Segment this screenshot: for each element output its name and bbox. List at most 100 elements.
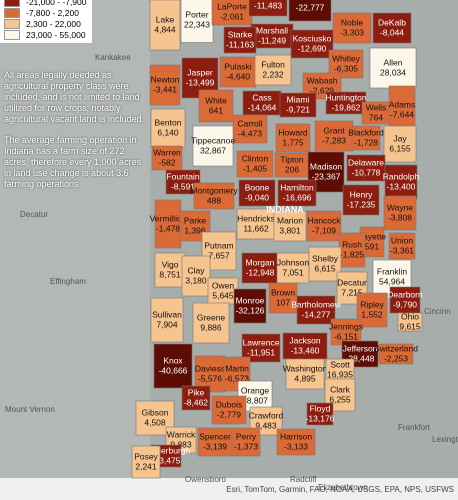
legend-item: 2,300 - 22,000 [4, 18, 86, 29]
county-value: 6,140 [157, 127, 179, 137]
county-name: Warrick [167, 429, 196, 439]
county-value: -12,948 [246, 267, 275, 277]
county [254, 54, 292, 86]
county-value: 6,255 [329, 394, 351, 404]
county-value: -13,460 [291, 345, 320, 355]
county-name: Orange [241, 385, 270, 395]
legend-item: 23,000 - 55,000 [4, 29, 86, 40]
county-value: -14,064 [248, 102, 277, 112]
county-value: -4,473 [238, 128, 262, 138]
county-name: Marshall [256, 25, 288, 35]
county-name: Jay [393, 133, 407, 143]
county-value: 7,657 [208, 250, 230, 260]
basemap-west [0, 0, 150, 500]
legend-item: -21,000 - -7,900 [4, 0, 86, 7]
county [285, 358, 325, 390]
county-name: Allen [384, 57, 403, 67]
place-label: Frankfort [398, 423, 431, 432]
county-value: -22,777 [296, 2, 325, 12]
county [223, 26, 257, 54]
county-value: -13,499 [186, 77, 215, 87]
legend-swatch [4, 7, 20, 18]
state-label: INDIANA [266, 204, 304, 214]
county-name: Grant [323, 125, 345, 135]
county-value: -3,441 [153, 84, 177, 94]
county [314, 120, 354, 152]
county-name: Lake [156, 14, 175, 24]
county-value: -19,862 [332, 102, 361, 112]
county [383, 125, 417, 163]
county-name: Whitley [332, 53, 361, 63]
county-value: -8,044 [380, 27, 404, 37]
place-label: Radcliff [290, 475, 317, 484]
county-value: -3,133 [284, 441, 308, 451]
county-value: -6,151 [334, 331, 358, 341]
county-value: -7,644 [390, 109, 414, 119]
county-name: White [205, 95, 227, 105]
county [268, 282, 298, 314]
county-name: Hamilton [280, 182, 314, 192]
county-value: 488 [207, 195, 221, 205]
county-name: Boone [245, 182, 270, 192]
county-value: -7,283 [322, 135, 346, 145]
place-label: Owensboro [185, 475, 226, 484]
county-name: DeKalb [378, 17, 406, 27]
county [233, 288, 267, 324]
county-name: Fulton [261, 59, 285, 69]
county [279, 92, 317, 118]
county-value: 6,155 [389, 143, 411, 153]
county-name: Wayne [387, 202, 413, 212]
county-name: Washington [283, 363, 328, 373]
county-value: 9,886 [200, 322, 222, 332]
county [282, 332, 328, 360]
county-name: Vanderburgh [142, 445, 191, 455]
place-label: Effingham [50, 277, 86, 286]
county-name: Miami [287, 94, 310, 104]
county-value: -9,721 [286, 104, 310, 114]
county-value: -6,573 [225, 373, 249, 383]
county-name: Jasper [187, 67, 213, 77]
place-label: Elizabethtown [318, 483, 368, 492]
county-value: 1,775 [282, 137, 304, 147]
county-value: -4,640 [226, 71, 250, 81]
county-name: Dubois [216, 399, 242, 409]
place-label: Kankakee [95, 53, 131, 62]
county [308, 246, 342, 282]
county-value: -8,462 [184, 397, 208, 407]
county-name: Blackford [348, 127, 384, 137]
county-value: -9,790 [393, 299, 417, 309]
county-value: 7,051 [282, 267, 304, 277]
county-value: 22,343 [184, 19, 210, 29]
county [149, 64, 181, 106]
legend-label: -21,000 - -7,900 [26, 0, 87, 7]
county-name: Henry [350, 189, 373, 199]
county-value: 9,615 [399, 321, 421, 331]
county-name: Knox [163, 355, 183, 365]
county-name: Jackson [289, 335, 320, 345]
county-name: Jefferson [343, 343, 378, 353]
county-name: Kosciusko [293, 33, 332, 43]
county [181, 255, 211, 297]
county-name: Benton [155, 117, 182, 127]
county-value: -11,483 [254, 0, 282, 10]
legend-item: -7,800 - 2,200 [4, 7, 86, 18]
county-name: Clark [330, 384, 351, 394]
county-name: Dearborn [387, 289, 423, 299]
county-name: Bartholomew [291, 299, 341, 309]
county-value: -32,126 [236, 305, 265, 315]
legend-swatch [4, 0, 20, 7]
legend-label: -7,800 - 2,200 [26, 7, 79, 18]
county-name: Pike [188, 387, 205, 397]
county-name: Jennings [329, 321, 363, 331]
legend-swatch [4, 18, 20, 29]
county-name: Tippecanoe [191, 135, 235, 145]
county-name: Fountain [166, 171, 199, 181]
county-value: -2,779 [217, 409, 241, 419]
county-value: 591 [365, 241, 379, 251]
county-value: -16,696 [283, 192, 312, 202]
county-value: 28,034 [380, 67, 406, 77]
county-value: -2,061 [220, 11, 244, 21]
place-label: Decatur [20, 210, 48, 219]
county-name: Delaware [348, 157, 384, 167]
